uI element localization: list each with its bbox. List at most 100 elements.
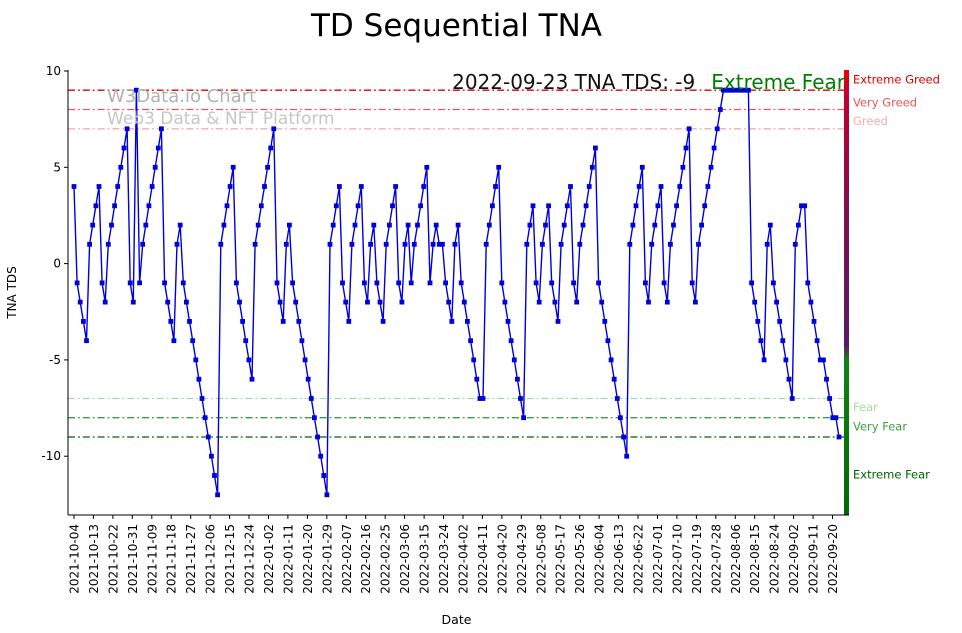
y-tick-label: -5 — [49, 353, 61, 367]
x-tick-label: 2021-10-04 — [68, 524, 82, 594]
data-marker — [836, 434, 842, 440]
data-marker — [312, 415, 317, 421]
data-marker — [733, 87, 739, 93]
data-marker — [680, 164, 686, 170]
data-marker — [699, 222, 704, 228]
current-sentiment: Extreme Fear — [711, 70, 845, 94]
data-marker — [84, 338, 89, 344]
data-marker — [758, 338, 764, 344]
data-marker — [180, 280, 186, 286]
data-marker — [817, 357, 823, 363]
data-marker — [780, 338, 786, 344]
data-marker — [643, 280, 648, 286]
data-marker — [755, 319, 761, 324]
y-tick-label: 10 — [46, 64, 61, 78]
sentiment-zone-bar — [844, 70, 849, 515]
data-marker — [474, 376, 480, 382]
data-marker — [352, 222, 358, 228]
data-marker — [742, 87, 748, 93]
y-tick-label: 5 — [53, 160, 61, 174]
y-tick-label: -10 — [41, 449, 61, 463]
data-marker — [349, 241, 355, 247]
data-marker — [633, 203, 639, 209]
data-marker — [433, 222, 439, 228]
data-marker — [77, 299, 83, 305]
data-marker — [127, 280, 133, 286]
x-tick-label: 2021-10-31 — [126, 524, 140, 594]
data-marker — [302, 357, 308, 363]
watermark: W3Data.io Chart Web3 Data & NFT Platform — [107, 85, 335, 130]
chart-title: TD Sequential TNA — [310, 8, 603, 44]
x-tick-label: 2022-07-28 — [709, 524, 723, 594]
data-marker — [415, 222, 420, 228]
data-marker — [546, 203, 551, 209]
data-marker — [115, 184, 121, 189]
data-marker — [287, 222, 292, 228]
x-tick-label: 2021-12-24 — [243, 524, 257, 594]
data-marker — [327, 241, 333, 247]
data-marker — [505, 319, 511, 324]
data-marker — [221, 222, 227, 228]
data-marker — [105, 241, 111, 247]
x-tick-label: 2022-09-02 — [787, 524, 801, 594]
data-marker — [486, 222, 492, 228]
data-marker — [714, 126, 720, 132]
data-marker — [171, 338, 177, 344]
data-marker — [227, 184, 233, 189]
data-marker — [739, 87, 745, 93]
data-marker — [521, 415, 526, 421]
data-marker — [102, 299, 108, 305]
data-marker — [405, 222, 411, 228]
data-marker — [661, 280, 667, 286]
data-marker — [330, 222, 336, 228]
data-marker — [358, 184, 364, 189]
data-marker — [717, 107, 723, 112]
data-marker — [293, 299, 299, 305]
x-tick-label: 2022-04-20 — [495, 524, 509, 594]
data-marker — [411, 241, 417, 247]
data-marker — [471, 357, 477, 363]
data-marker — [252, 241, 258, 247]
data-marker — [746, 87, 751, 93]
data-marker — [184, 299, 189, 305]
data-marker — [461, 299, 467, 305]
data-marker — [443, 280, 448, 286]
data-marker — [243, 338, 249, 344]
data-marker — [752, 299, 758, 305]
data-marker — [318, 453, 324, 459]
data-marker — [583, 203, 589, 209]
data-marker — [280, 319, 286, 324]
data-marker — [324, 492, 330, 498]
data-marker — [618, 415, 623, 421]
x-tick-label: 2022-01-02 — [262, 524, 276, 594]
data-marker — [199, 396, 205, 401]
data-marker — [377, 299, 383, 305]
data-marker — [399, 299, 405, 305]
data-marker — [658, 184, 664, 189]
data-marker — [305, 376, 311, 382]
data-marker — [683, 145, 689, 151]
data-marker — [705, 184, 711, 189]
data-marker — [393, 184, 398, 189]
data-marker — [727, 87, 733, 93]
data-marker — [736, 87, 742, 93]
data-marker — [315, 434, 320, 440]
data-marker — [387, 222, 392, 228]
data-marker — [796, 222, 801, 228]
data-marker — [561, 222, 567, 228]
x-tick-label: 2022-08-06 — [729, 524, 743, 594]
data-marker — [777, 319, 783, 324]
data-marker — [468, 338, 473, 344]
data-marker — [321, 473, 327, 478]
x-tick-label: 2022-06-04 — [593, 524, 607, 594]
data-marker — [555, 319, 561, 324]
data-marker — [689, 280, 695, 286]
x-tick-label: 2021-11-09 — [145, 524, 159, 594]
data-marker — [271, 126, 277, 132]
data-marker — [109, 222, 114, 228]
data-marker — [402, 241, 408, 247]
data-marker — [449, 319, 455, 324]
x-tick-label: 2022-02-25 — [379, 524, 393, 594]
data-marker — [234, 280, 239, 286]
data-marker — [87, 241, 92, 247]
